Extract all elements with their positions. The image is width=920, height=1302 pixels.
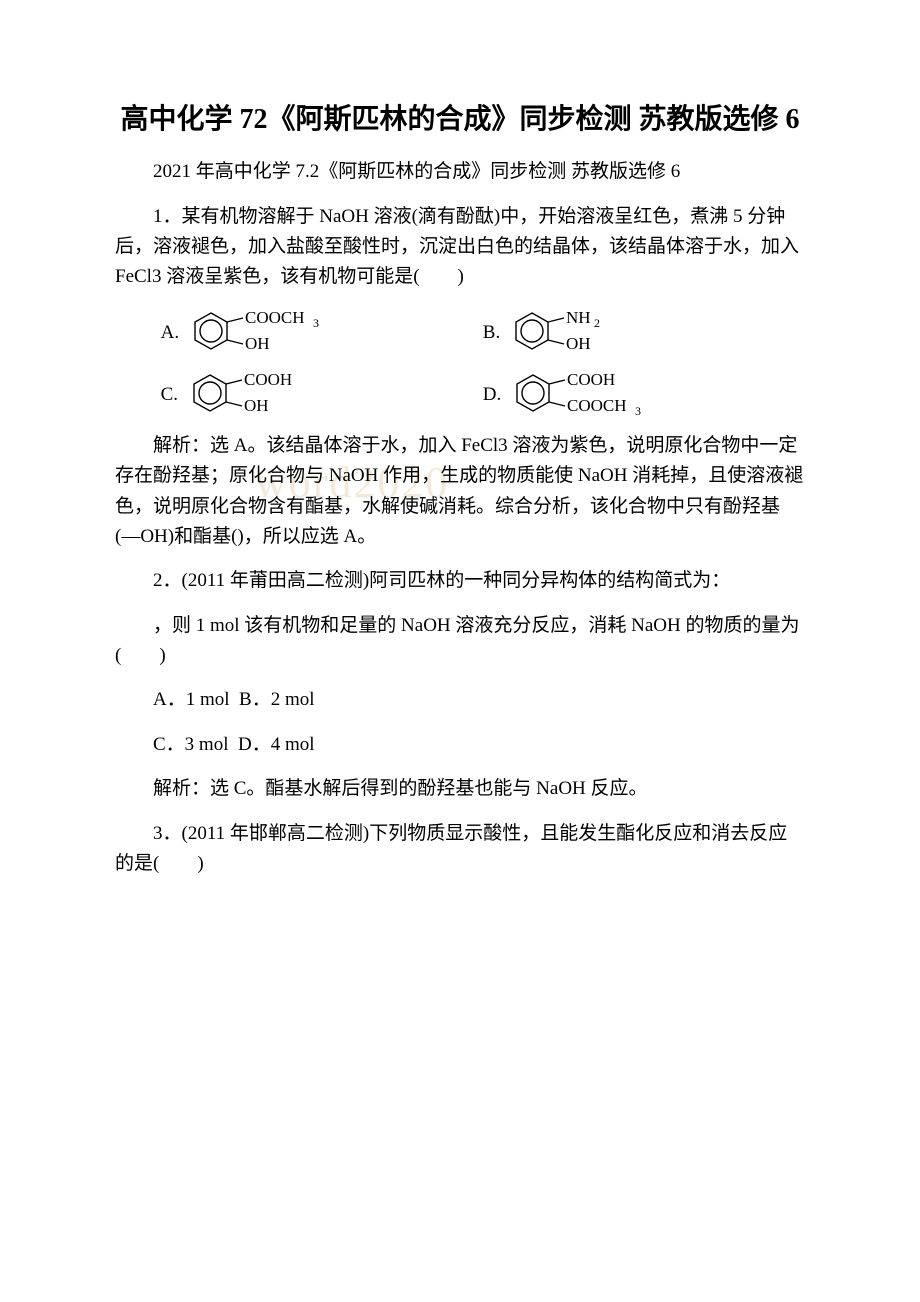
q2-explain: 解析：选 C。酯基水解后得到的酚羟基也能与 NaOH 反应。	[115, 774, 805, 804]
q2-choice-c: C．3 mol	[153, 734, 228, 755]
q1-choice-a: A. COOCH 3 OH	[161, 307, 483, 359]
q1-choice-d: D. COOH COOCH 3	[483, 369, 805, 421]
q1-choice-c: C. COOH OH	[161, 369, 483, 421]
q2-choice-d: D．4 mol	[238, 734, 315, 755]
q1-choice-row-1: A. COOCH 3 OH B.	[115, 307, 805, 359]
q3-text: 3．(2011 年邯郸高二检测)下列物质显示酸性，且能发生酯化反应和消去反应的是…	[115, 819, 805, 880]
svg-text:2: 2	[594, 316, 600, 330]
svg-text:OH: OH	[245, 334, 270, 353]
q2-choice-a: A．1 mol	[153, 689, 230, 710]
choice-label-b: B.	[483, 322, 500, 344]
svg-text:COOCH: COOCH	[245, 308, 305, 327]
svg-text:COOH: COOH	[567, 370, 615, 389]
svg-text:COOH: COOH	[244, 370, 292, 389]
benzene-structure-a: COOCH 3 OH	[185, 307, 345, 359]
svg-text:3: 3	[313, 316, 319, 330]
q2-choices-ab: A．1 mol B．2 mol	[115, 685, 805, 715]
choice-label-a: A.	[161, 322, 179, 344]
benzene-structure-d: COOH COOCH 3	[507, 369, 677, 421]
benzene-structure-b: NH 2 OH	[506, 307, 646, 359]
svg-text:3: 3	[635, 404, 641, 418]
q2-text2: ，则 1 mol 该有机物和足量的 NaOH 溶液充分反应，消耗 NaOH 的物…	[115, 611, 805, 672]
svg-text:OH: OH	[244, 396, 269, 415]
q2-text: 2．(2011 年莆田高二检测)阿司匹林的一种同分异构体的结构简式为：	[115, 566, 805, 596]
page-title: 高中化学 72《阿斯匹林的合成》同步检测 苏教版选修 6	[115, 100, 805, 139]
q2-choices-cd: C．3 mol D．4 mol	[115, 730, 805, 760]
choice-label-d: D.	[483, 384, 501, 406]
subtitle: 2021 年高中化学 7.2《阿斯匹林的合成》同步检测 苏教版选修 6	[115, 157, 805, 187]
choice-label-c: C.	[161, 384, 178, 406]
q1-choice-b: B. NH 2 OH	[483, 307, 805, 359]
q1-explain: 解析：选 A。该结晶体溶于水，加入 FeCl3 溶液为紫色，说明原化合物中一定存…	[115, 431, 805, 553]
svg-text:COOCH: COOCH	[567, 396, 627, 415]
q1-choice-row-2: C. COOH OH D. C	[115, 369, 805, 421]
benzene-structure-c: COOH OH	[184, 369, 334, 421]
q2-choice-b: B．2 mol	[239, 689, 314, 710]
svg-text:NH: NH	[566, 308, 591, 327]
svg-text:OH: OH	[566, 334, 591, 353]
q1-text: 1．某有机物溶解于 NaOH 溶液(滴有酚酞)中，开始溶液呈红色，煮沸 5 分钟…	[115, 202, 805, 293]
